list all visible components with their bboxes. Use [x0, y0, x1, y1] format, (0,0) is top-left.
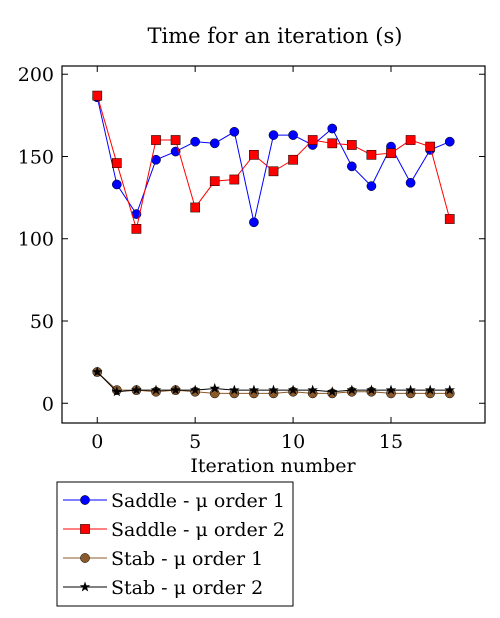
data-point: [366, 384, 377, 395]
legend-marker: [80, 495, 90, 505]
data-point: [248, 384, 260, 395]
legend-item: Saddle - μ order 2: [63, 519, 285, 541]
data-point: [327, 138, 338, 149]
data-point: [425, 141, 436, 152]
data-point: [327, 123, 338, 134]
data-point: [92, 90, 103, 101]
data-point: [92, 366, 103, 377]
x-axis-label: Iteration number: [190, 455, 356, 477]
data-point: [268, 130, 279, 140]
data-point: [111, 179, 122, 190]
data-point: [229, 384, 240, 395]
data-point: [444, 214, 455, 224]
data-point: [346, 140, 357, 150]
data-point: [307, 384, 318, 395]
y-tick-label: 100: [18, 229, 54, 251]
data-point: [327, 386, 338, 397]
legend-marker: [79, 581, 91, 592]
data-point: [209, 176, 220, 187]
legend-marker: [80, 524, 90, 534]
x-tick-label: 15: [379, 431, 403, 453]
data-point: [405, 384, 416, 395]
data-point: [288, 154, 298, 165]
data-point: [249, 217, 259, 228]
data-point: [170, 135, 181, 145]
data-point: [131, 384, 142, 395]
x-tick-label: 0: [91, 431, 103, 453]
legend-label: Saddle - μ order 1: [111, 490, 285, 512]
y-tick-label: 0: [42, 393, 54, 415]
data-point: [131, 224, 142, 234]
data-point: [424, 384, 436, 395]
data-point: [209, 382, 220, 393]
data-point: [287, 384, 299, 395]
data-point: [111, 158, 122, 168]
data-point: [444, 384, 455, 395]
data-point: [209, 138, 220, 149]
data-point: [229, 126, 240, 137]
data-point: [268, 166, 279, 177]
legend-item: Stab - μ order 2: [63, 577, 263, 599]
series-line: [96, 95, 451, 231]
data-point: [170, 384, 181, 395]
series-2: [92, 90, 455, 234]
legend-label: Stab - μ order 1: [111, 548, 263, 570]
series-line: [96, 97, 450, 223]
data-point: [307, 135, 318, 145]
y-tick-label: 50: [30, 311, 54, 333]
plot-area-frame: [61, 65, 486, 424]
legend-label: Stab - μ order 2: [111, 577, 263, 599]
series-1: [92, 92, 455, 228]
data-point: [366, 149, 377, 160]
data-point: [189, 384, 201, 395]
data-point: [229, 174, 240, 185]
legend-item: Saddle - μ order 1: [63, 490, 285, 512]
data-point: [346, 384, 358, 395]
x-tick-label: 5: [189, 431, 201, 453]
legend-item: Stab - μ order 1: [63, 548, 263, 570]
series-3: [92, 367, 455, 399]
data-point: [444, 136, 455, 147]
y-tick-label: 200: [18, 64, 54, 86]
data-point: [366, 181, 377, 191]
data-point: [249, 149, 259, 160]
legend-label: Saddle - μ order 2: [111, 519, 285, 541]
data-point: [150, 384, 162, 395]
y-tick-label: 150: [18, 146, 54, 168]
chart-title: Time for an iteration (s): [148, 24, 403, 48]
data-point: [288, 130, 298, 140]
x-tick-label: 10: [281, 431, 305, 453]
data-point: [151, 135, 161, 145]
series-4: [92, 366, 455, 397]
data-point: [346, 161, 357, 172]
legend: Saddle - μ order 1 Saddle - μ order 2 Stab…: [56, 481, 294, 607]
data-point: [190, 202, 201, 213]
legend-box: [56, 481, 294, 607]
legend-marker: [80, 553, 90, 563]
data-point: [405, 135, 416, 145]
data-point: [385, 384, 397, 395]
data-point: [405, 177, 416, 188]
series-layer: [92, 90, 455, 399]
data-point: [268, 384, 279, 395]
data-point: [190, 136, 201, 147]
data-point: [111, 386, 123, 397]
data-point: [386, 148, 396, 159]
